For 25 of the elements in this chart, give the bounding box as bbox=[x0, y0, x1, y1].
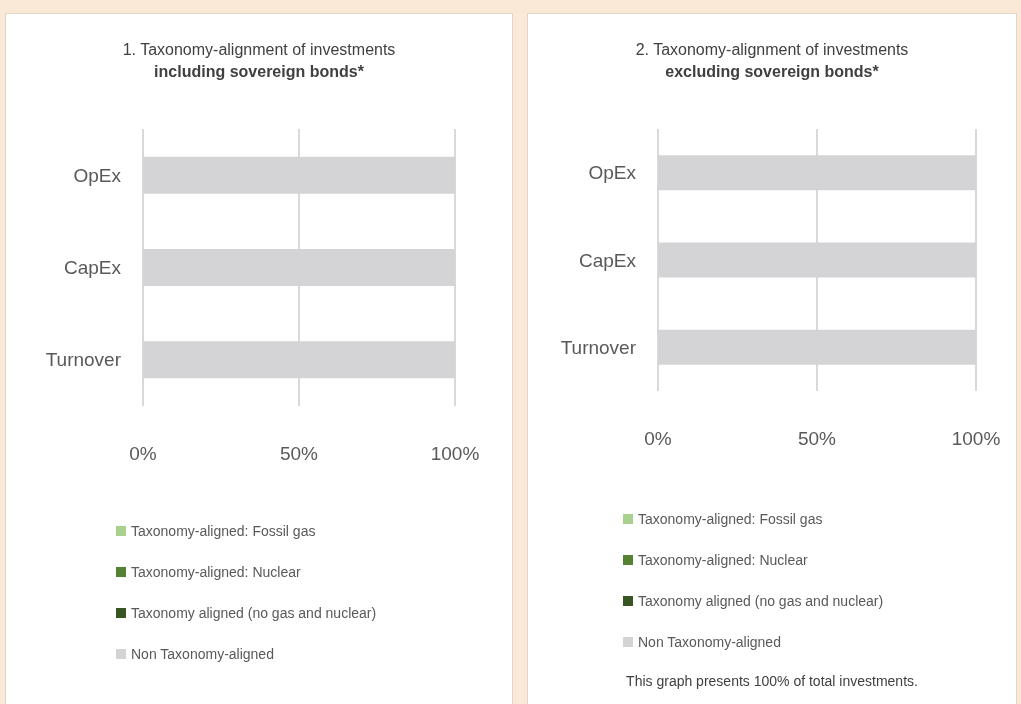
x-tick-label: 50% bbox=[279, 443, 319, 464]
legend-label: Non Taxonomy-aligned bbox=[638, 634, 781, 650]
legend-label: Taxonomy-aligned: Nuclear bbox=[131, 564, 301, 580]
legend-label: Taxonomy aligned (no gas and nuclear) bbox=[638, 593, 884, 609]
chart-subtitle: including sovereign bonds* bbox=[154, 62, 365, 80]
y-tick-label: Turnover bbox=[45, 349, 122, 371]
x-tick-label: 100% bbox=[951, 428, 1001, 449]
chart-subtitle: excluding sovereign bonds* bbox=[665, 62, 880, 80]
text: This graph presents 100% of total investments. bbox=[626, 673, 918, 689]
legend-label: Taxonomy-aligned: Fossil gas bbox=[131, 523, 316, 539]
legend-label: Taxonomy-aligned: Nuclear bbox=[638, 552, 808, 568]
x-tick-label: 100% bbox=[430, 443, 480, 464]
y-tick-label: OpEx bbox=[73, 164, 122, 186]
y-tick-label: Turnover bbox=[560, 336, 637, 358]
y-tick-label: OpEx bbox=[588, 162, 637, 184]
legend-label: Taxonomy-aligned: Fossil gas bbox=[638, 511, 823, 527]
x-tick-label: 0% bbox=[129, 443, 157, 464]
x-tick-label: 50% bbox=[797, 428, 837, 449]
chart-title: 1. Taxonomy-alignment of investments bbox=[122, 40, 396, 58]
y-tick-label: CapEx bbox=[578, 249, 637, 271]
x-tick-label: 0% bbox=[644, 428, 672, 449]
chart-title: 2. Taxonomy-alignment of investments bbox=[635, 40, 909, 58]
legend-label: Taxonomy aligned (no gas and nuclear) bbox=[131, 605, 377, 621]
y-tick-label: CapEx bbox=[63, 257, 122, 278]
legend-label: Non Taxonomy-aligned bbox=[131, 646, 274, 662]
